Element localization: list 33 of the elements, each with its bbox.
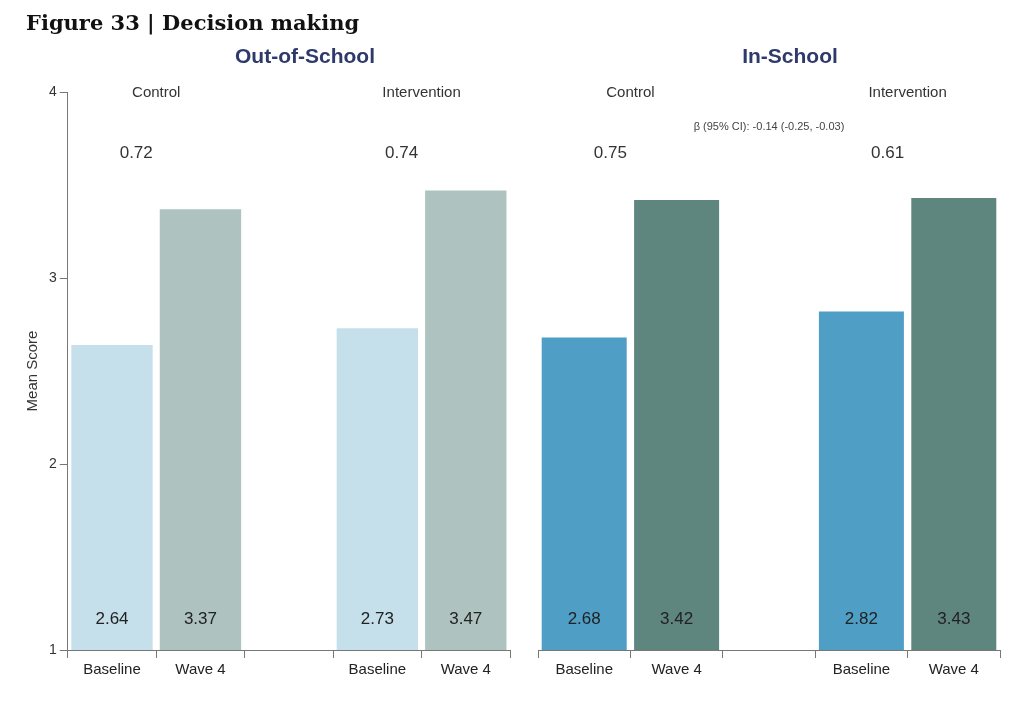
data-label: 3.42 [660,609,694,629]
x-tick-label: Wave 4 [175,660,226,678]
x-tick-label: Wave 4 [928,660,979,678]
data-label: 3.37 [183,609,217,629]
data-label: 2.82 [844,609,878,629]
annotation: Control [132,82,181,100]
x-tick-label: Baseline [832,660,891,678]
data-label: 3.47 [449,609,483,629]
annotation: 0.72 [119,143,153,163]
annotation: Control [606,82,655,100]
annotation: 0.75 [593,143,627,163]
chart-title: In-School [741,44,839,69]
x-tick-label: Wave 4 [440,660,491,678]
annotation: Intervention [868,82,947,100]
annotation: β (95% CI): -0.14 (-0.25, -0.03) [693,119,845,132]
x-tick-label: Baseline [555,660,613,678]
annotation: 0.74 [385,143,419,163]
data-label: 2.68 [567,609,601,629]
data-label: 2.64 [95,609,129,629]
x-tick-label: Wave 4 [651,660,702,678]
y-tick-label: 1 [48,640,57,657]
x-tick-label: Baseline [348,660,407,678]
chart-subtitle: Out-of-School [234,44,376,69]
annotation: Intervention [382,82,461,100]
y-tick-label: 3 [48,268,57,285]
y-axis-title: Mean Score [23,330,41,412]
data-label: 2.73 [360,609,394,629]
x-tick-label: Baseline [83,660,141,678]
y-tick-label: 4 [48,82,57,99]
chart-title: Figure 33 | Decision making [26,10,360,35]
annotation: 0.61 [871,143,905,163]
data-label: 3.43 [937,609,971,629]
y-tick-label: 2 [48,454,57,471]
